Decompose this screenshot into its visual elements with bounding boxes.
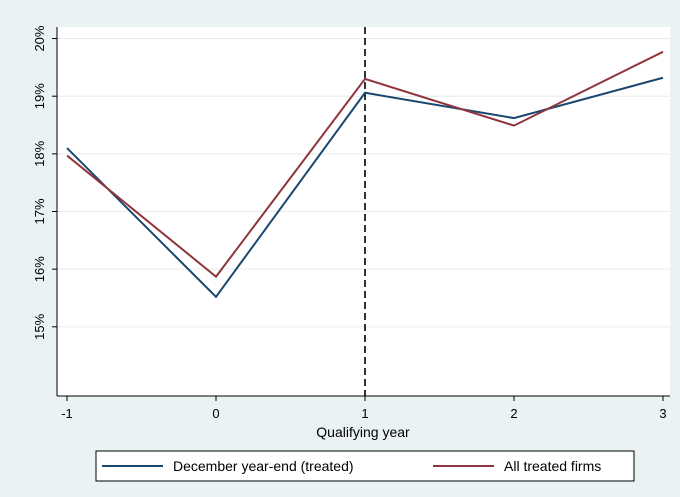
x-ticks: -1 0 1 2 3 (61, 396, 667, 421)
grid-lines (57, 38, 670, 328)
y-tick-label: 16% (32, 256, 47, 282)
y-ticks: 15% 16% 17% 18% 19% 20% (32, 25, 57, 340)
legend-label-0: December year-end (treated) (173, 458, 354, 474)
legend-label-1: All treated firms (504, 458, 601, 474)
x-tick-label: 2 (510, 406, 517, 421)
series-line-0 (66, 76, 664, 299)
x-tick-label: -1 (61, 406, 73, 421)
legend: December year-end (treated) All treated f… (102, 458, 601, 474)
x-axis-title: Qualifying year (316, 424, 410, 440)
y-tick-label: 17% (32, 198, 47, 224)
y-tick-label: 15% (32, 313, 47, 339)
series-lines (66, 50, 664, 299)
y-tick-label: 19% (32, 83, 47, 109)
x-tick-label: 3 (659, 406, 666, 421)
legend-box (95, 450, 635, 482)
y-tick-label: 20% (32, 25, 47, 51)
x-tick-label: 1 (361, 406, 368, 421)
series-line-1 (66, 50, 664, 279)
y-tick-label: 18% (32, 140, 47, 166)
x-tick-label: 0 (212, 406, 219, 421)
